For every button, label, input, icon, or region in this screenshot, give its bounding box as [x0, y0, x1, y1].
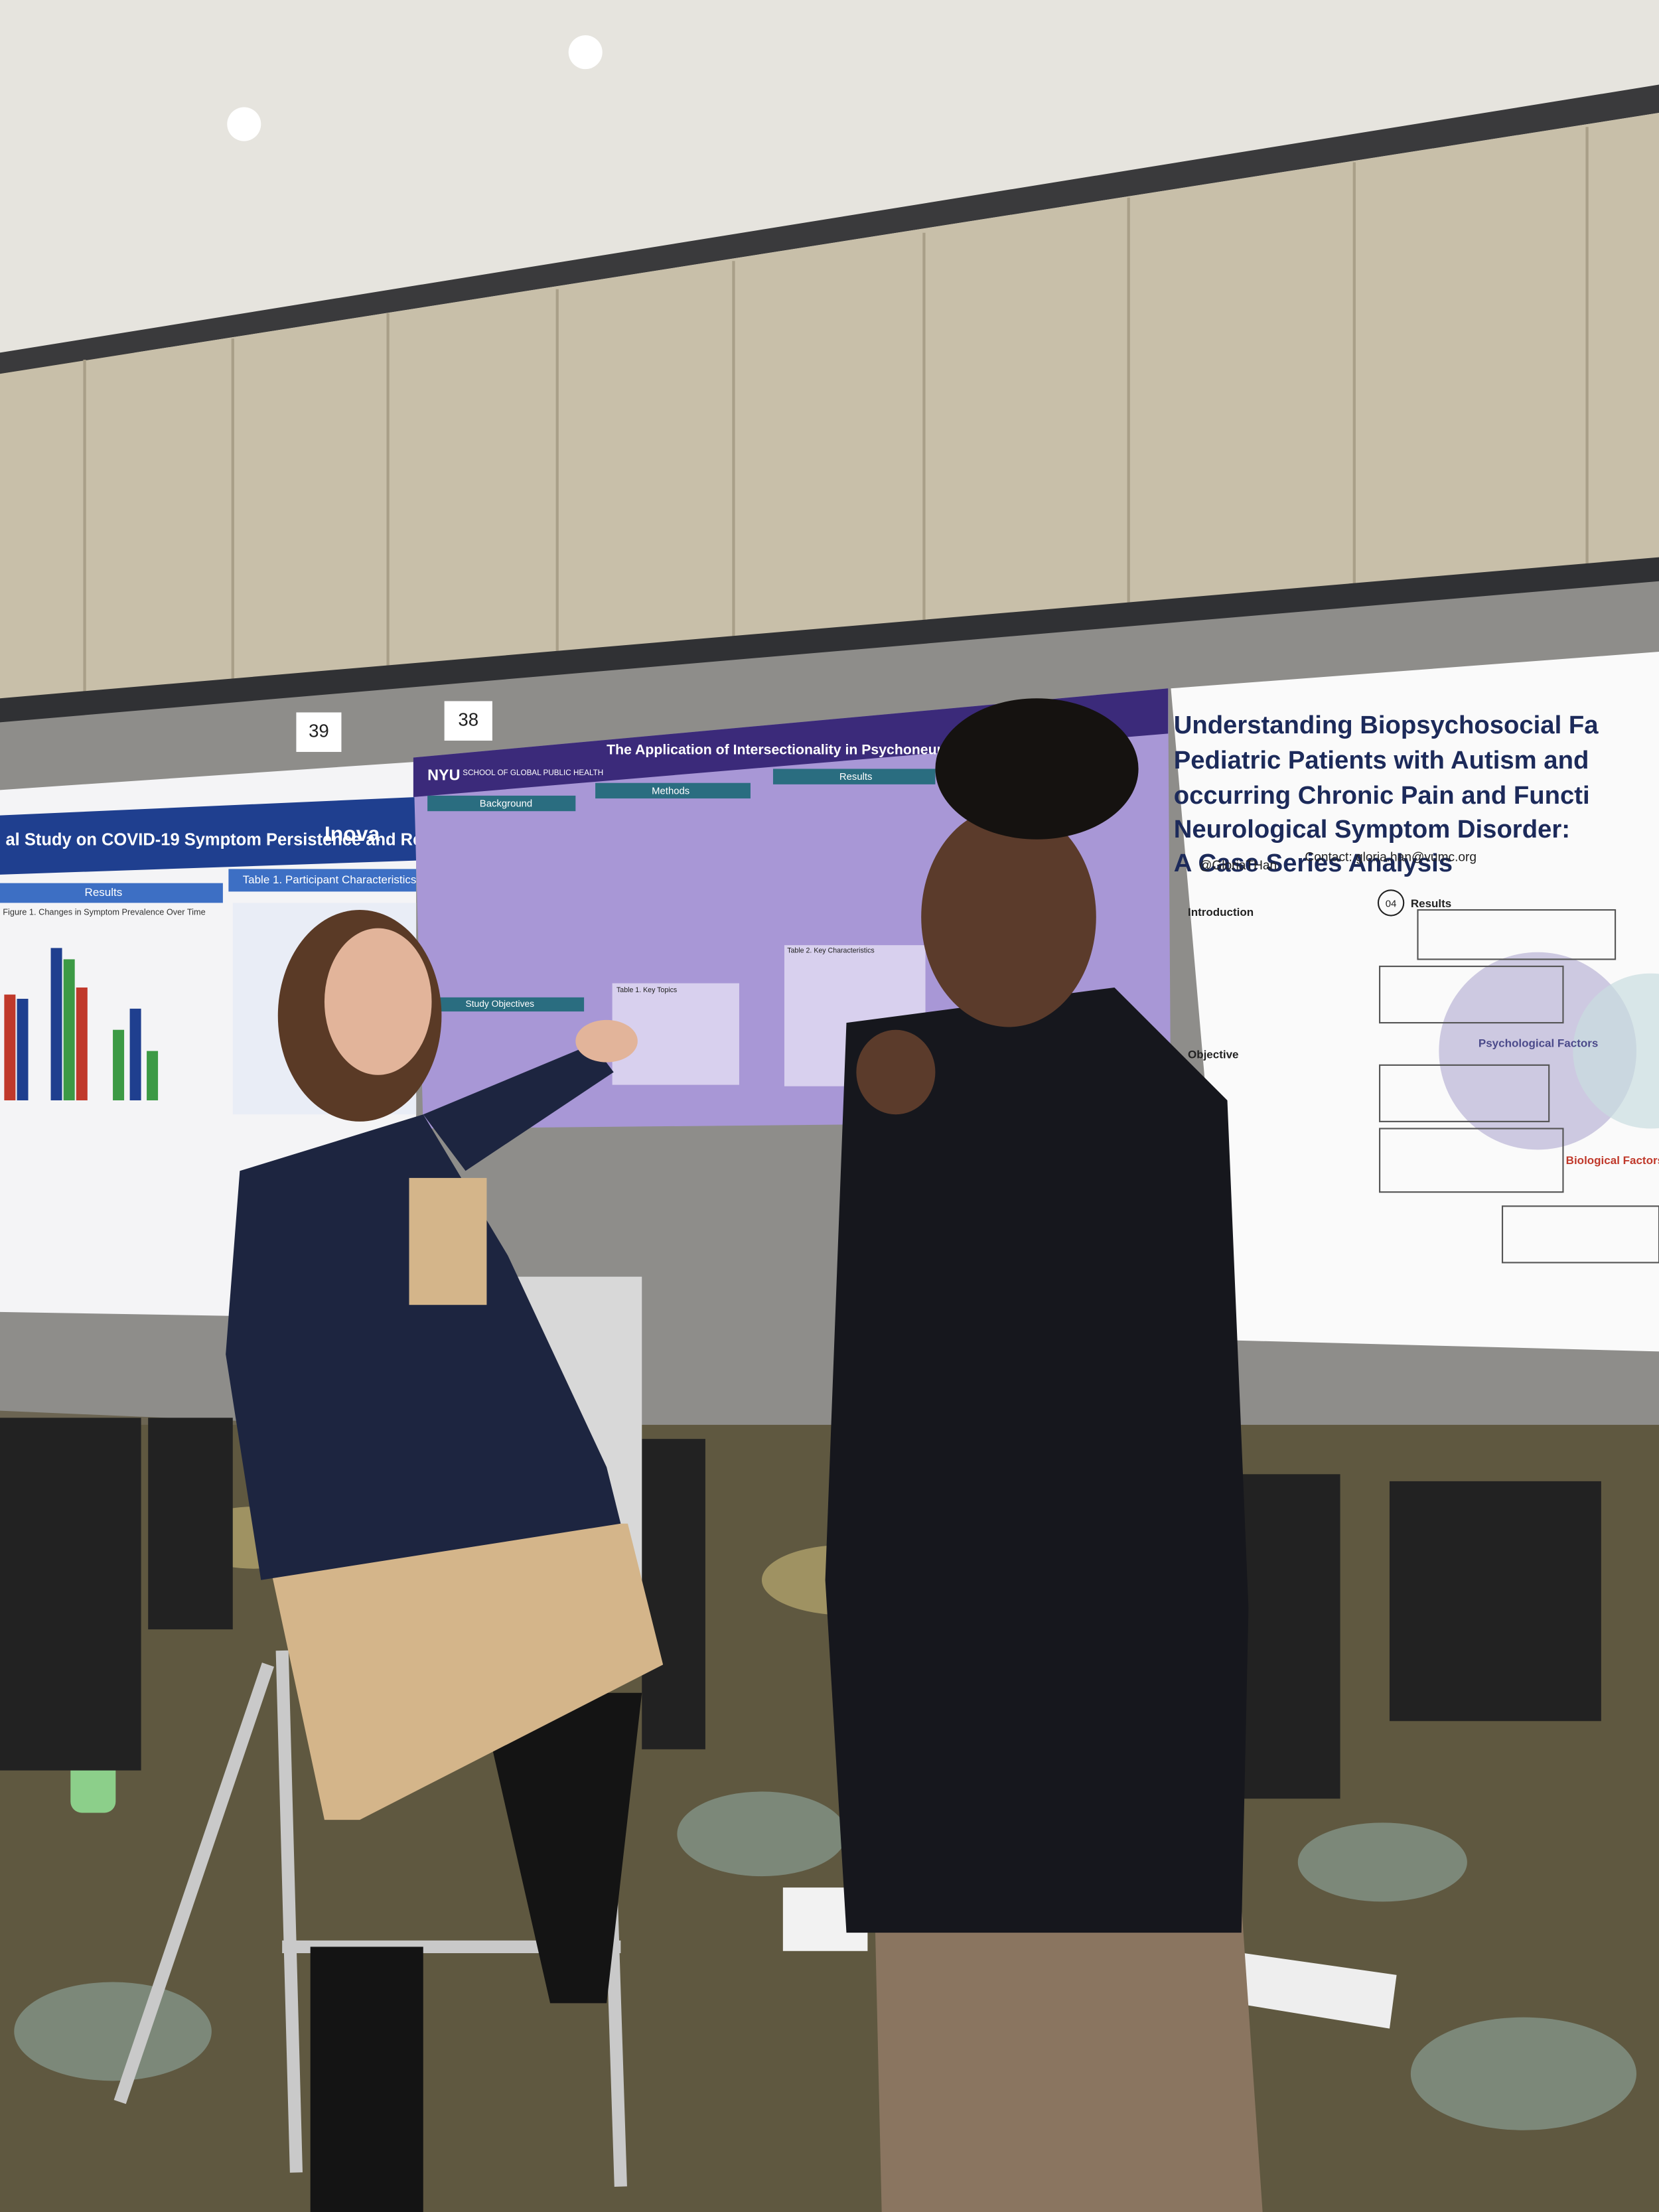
contact: Contact: gloria.han@vumc.org	[1305, 850, 1477, 864]
section-header	[427, 795, 576, 812]
board-frame	[0, 557, 1659, 723]
ceiling-light	[227, 107, 261, 141]
figure-title: Figure 1. Changes in Symptom Prevalence …	[3, 907, 205, 917]
venn-circle	[1439, 952, 1636, 1150]
section-header	[595, 782, 751, 799]
ceiling-light	[568, 35, 603, 70]
right-poster	[1171, 652, 1659, 1352]
section-title: Results	[839, 772, 873, 782]
poster-title-line: Pediatric Patients with Autism and	[1174, 746, 1589, 774]
background-people	[0, 1418, 1601, 1799]
section-header	[0, 883, 223, 903]
section-header	[228, 869, 417, 892]
school-name: SCHOOL OF GLOBAL PUBLIC HEALTH	[463, 769, 603, 777]
poster-title-line: occurring Chronic Pain and Functi	[1174, 781, 1590, 810]
venn-label: Psychological Factors	[1479, 1037, 1598, 1049]
handle: @GloriaTHan	[1199, 859, 1277, 873]
poster-title-line: Neurological Symptom Disorder:	[1174, 815, 1570, 844]
left-poster-header	[0, 796, 417, 875]
section-title: Objective	[1188, 1048, 1239, 1061]
person-right	[825, 698, 1263, 2212]
section-number: 04	[1386, 899, 1397, 909]
venn-label: Biological Factors	[1566, 1154, 1659, 1167]
table-title: Table 2. Key Characteristics	[787, 946, 875, 954]
wall	[0, 113, 1659, 720]
section-title: Study Objectives	[466, 998, 535, 1009]
carpet-pattern	[14, 1507, 1636, 2130]
board-number-tag	[296, 712, 342, 752]
result-boxes	[1379, 909, 1659, 1264]
board-number: 38	[458, 709, 478, 729]
board-number: 39	[309, 721, 329, 741]
section-title: Results	[85, 886, 123, 899]
ceiling-edge	[0, 84, 1659, 374]
table-title: Table 1. Key Topics	[616, 986, 677, 994]
poster-title: The Application of Intersectionality in …	[607, 741, 960, 757]
person-left	[226, 910, 664, 2212]
poster-title-line: Understanding Biopsychosocial Fa	[1174, 711, 1599, 739]
section-title: Methods	[652, 786, 689, 796]
section-header	[772, 769, 936, 784]
poster-title: Understanding Biopsychosocial Fa Pediatr…	[1174, 711, 1599, 877]
section-title: Background	[480, 799, 532, 810]
venn-circle	[1573, 973, 1659, 1129]
logo: Inova	[325, 822, 380, 846]
section-title: Introduction	[1188, 906, 1254, 919]
figure-bars	[4, 948, 159, 1100]
section-header	[440, 997, 585, 1012]
poster-title-line: A Case Series Analysis	[1174, 849, 1453, 877]
board-number-tag	[444, 701, 492, 741]
table-title: Table 1. Participant Characteristics	[243, 873, 417, 886]
section-title: Results	[1411, 897, 1451, 910]
section-number-badge	[1377, 889, 1405, 917]
logo: NYU	[427, 766, 460, 783]
poster-title: al Study on COVID-19 Symptom Persistence…	[6, 831, 488, 849]
